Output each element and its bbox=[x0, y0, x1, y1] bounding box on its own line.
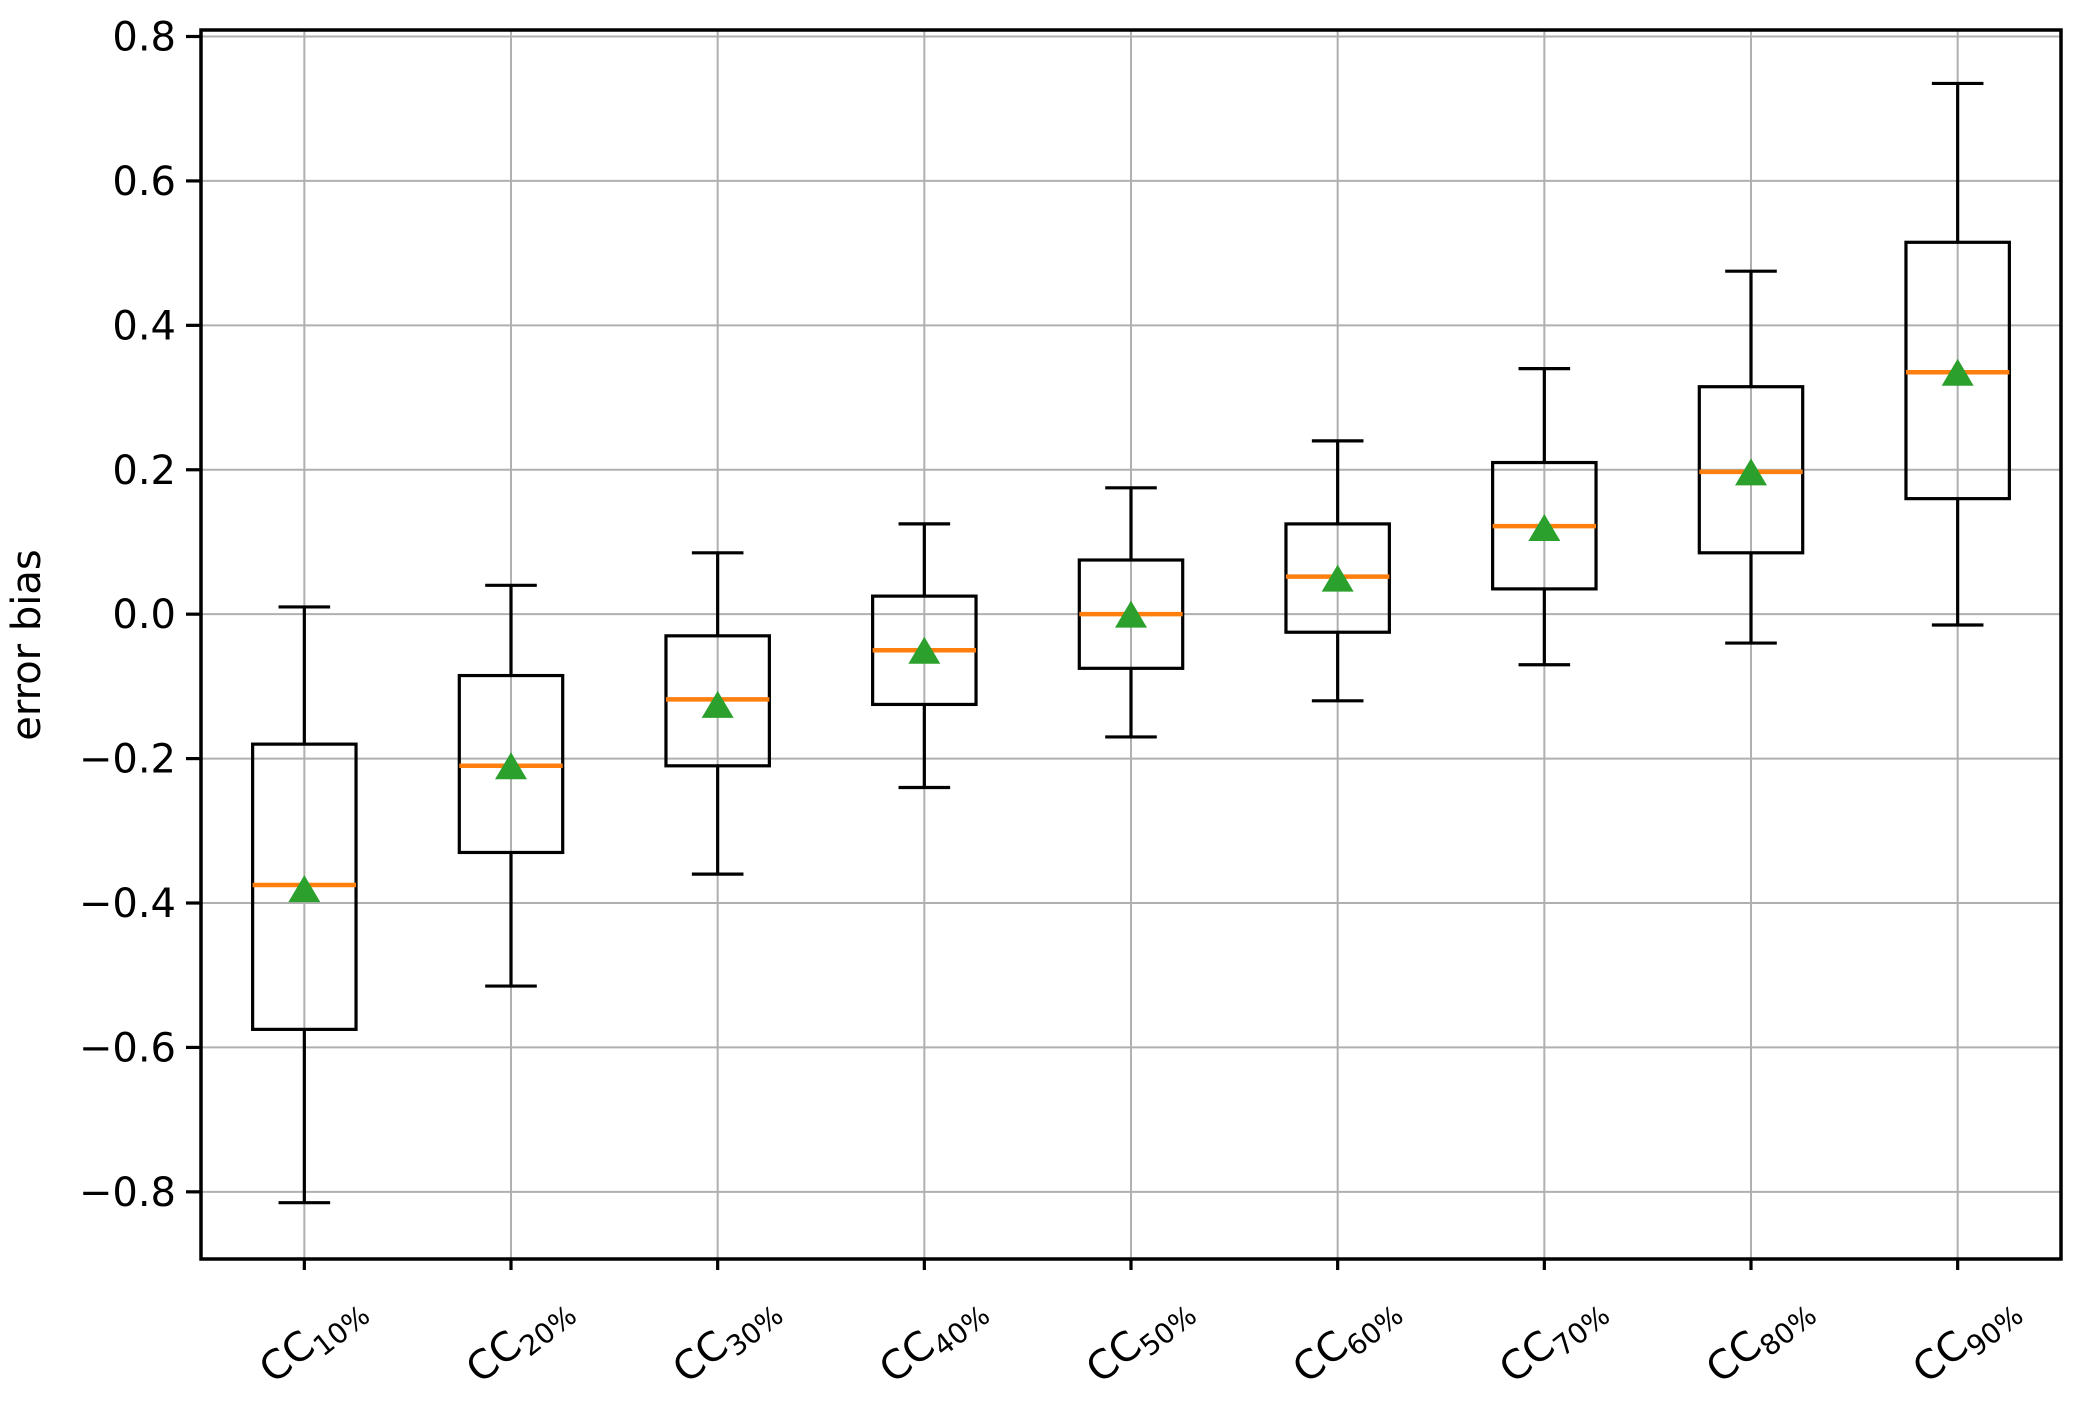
x-tick-label: CC70% bbox=[1491, 1284, 1616, 1398]
box-group bbox=[1077, 486, 1185, 739]
y-tick-label: 0.4 bbox=[112, 303, 176, 349]
axes-layer: 0.8 0.6 0.4 0.2 0.0 −0.2 −0.4 −0.6 −0.8 CC10% CC20… bbox=[79, 14, 2063, 1398]
box-group bbox=[1284, 439, 1391, 703]
mean-marker bbox=[288, 875, 321, 903]
y-tick-label: −0.4 bbox=[79, 881, 176, 927]
mean-marker bbox=[1941, 358, 1974, 386]
mean-marker bbox=[1115, 600, 1147, 628]
mean-marker bbox=[1321, 564, 1354, 592]
y-tick-label: 0.6 bbox=[112, 159, 176, 205]
y-axis-label: error bias bbox=[4, 549, 50, 740]
x-tick-label: CC10% bbox=[251, 1284, 376, 1398]
box-group bbox=[664, 551, 771, 876]
y-tick-label: 0.0 bbox=[112, 592, 176, 638]
mean-marker bbox=[701, 690, 734, 718]
x-tick-label: CC30% bbox=[664, 1284, 789, 1398]
x-tick-label: CC90% bbox=[1904, 1284, 2029, 1398]
x-tick-label: CC60% bbox=[1284, 1284, 1409, 1398]
y-tick-label: −0.6 bbox=[79, 1025, 176, 1071]
x-tick-label: CC20% bbox=[458, 1284, 583, 1398]
box-group bbox=[1697, 269, 1805, 645]
box-group bbox=[871, 522, 978, 790]
x-tick-label: CC50% bbox=[1078, 1284, 1203, 1398]
boxes-layer bbox=[251, 81, 2011, 1205]
y-tick-label: 0.8 bbox=[112, 14, 176, 60]
box-group bbox=[1904, 81, 2011, 627]
gridline-layer bbox=[201, 30, 2061, 1259]
box-group bbox=[457, 583, 565, 988]
y-tick-label: −0.2 bbox=[79, 737, 176, 783]
box-group bbox=[1491, 367, 1598, 667]
x-tick-label: CC80% bbox=[1698, 1284, 1823, 1398]
mean-marker bbox=[1735, 458, 1767, 486]
mean-marker bbox=[908, 636, 941, 664]
y-tick-label: 0.2 bbox=[112, 448, 176, 494]
mean-marker bbox=[495, 752, 527, 780]
x-tick-label: CC40% bbox=[871, 1284, 996, 1398]
box-group bbox=[251, 605, 358, 1205]
mean-marker bbox=[1528, 514, 1561, 542]
y-tick-label: −0.8 bbox=[79, 1170, 176, 1216]
